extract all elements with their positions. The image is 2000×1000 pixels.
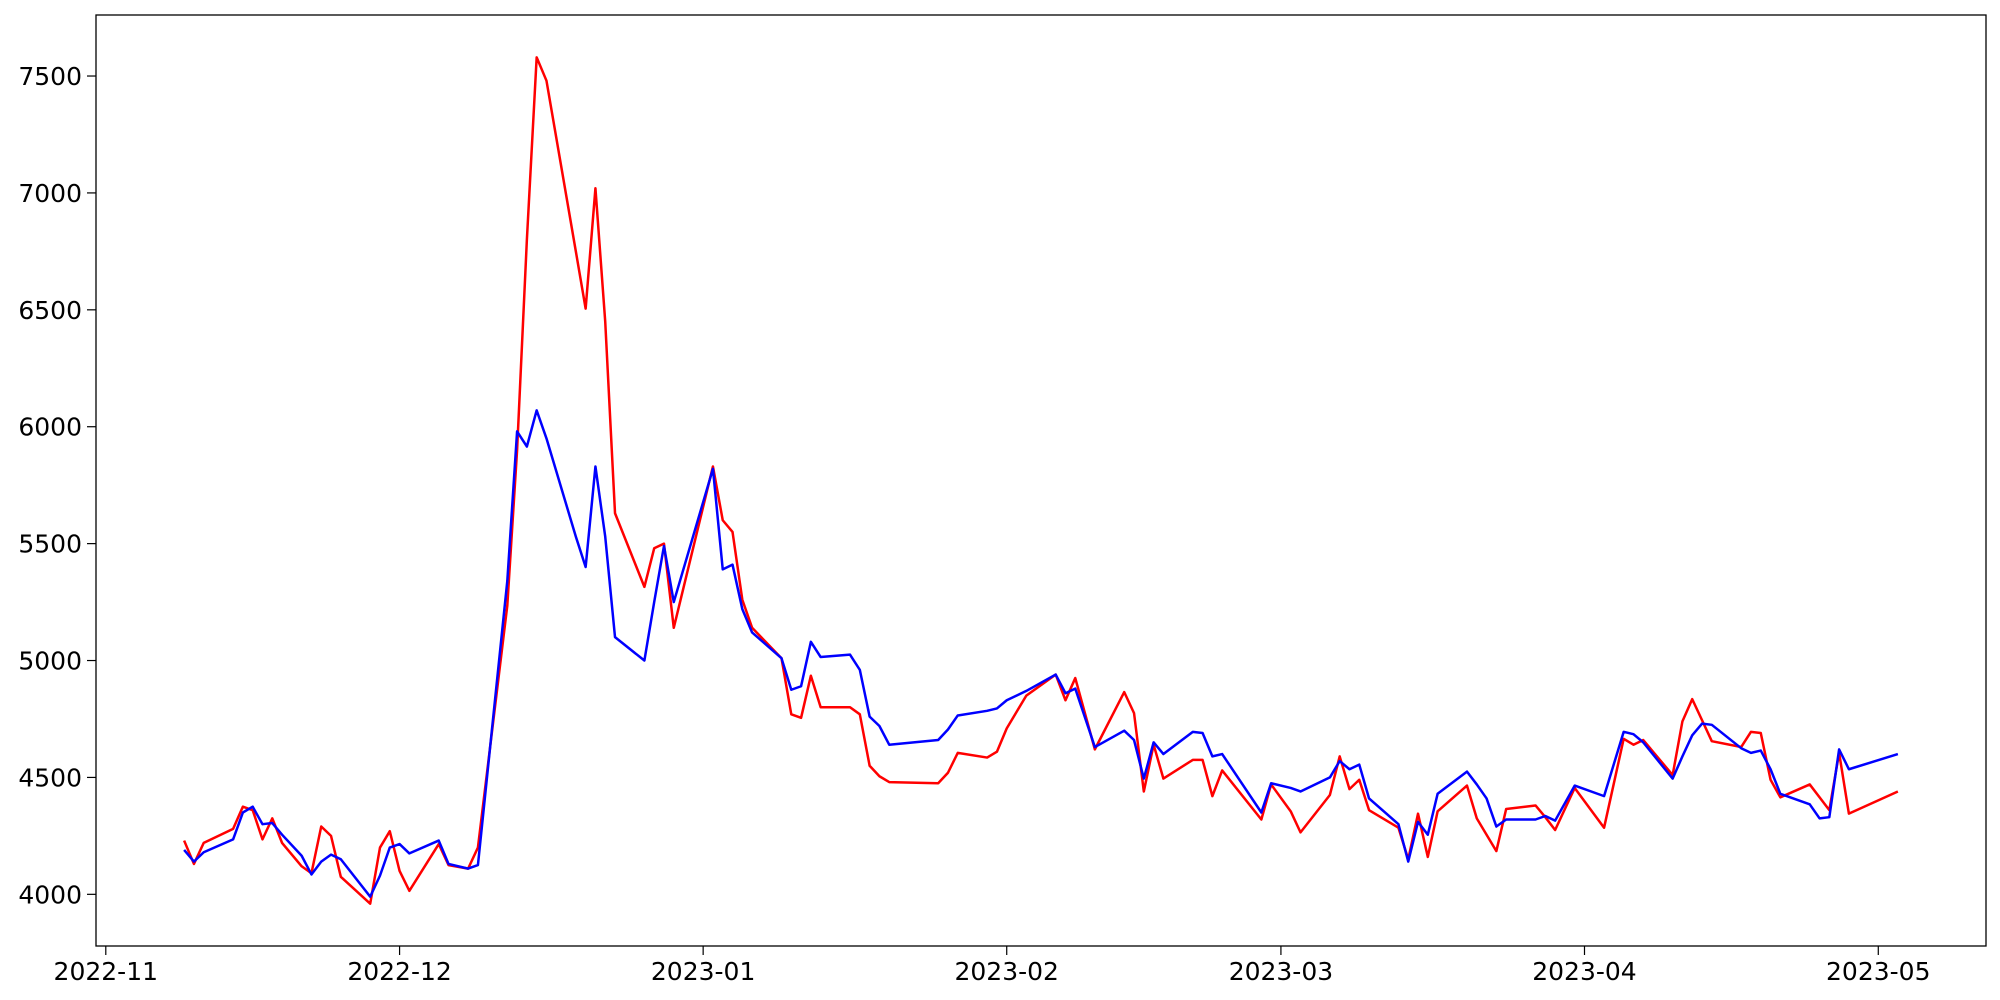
y-tick-label: 4500: [18, 763, 82, 792]
x-tick-label: 2022-11: [54, 957, 158, 986]
y-tick-label: 5000: [18, 647, 82, 676]
plot-frame: [95, 14, 1987, 947]
x-tick-label: 2023-03: [1229, 957, 1333, 986]
y-tick-label: 6500: [18, 296, 82, 325]
line-series: [183, 409, 1899, 898]
line-series: [182, 56, 1899, 905]
x-tick-label: 2022-12: [347, 957, 451, 986]
x-tick-label: 2023-05: [1826, 957, 1930, 986]
y-tick-label: 7000: [18, 179, 82, 208]
x-tick-label: 2023-04: [1532, 957, 1636, 986]
y-tick-label: 7500: [18, 62, 82, 91]
x-tick-label: 2023-01: [651, 957, 755, 986]
y-tick-label: 6000: [18, 413, 82, 442]
x-tick-label: 2023-02: [954, 957, 1058, 986]
y-tick-label: 5500: [18, 530, 82, 559]
y-tick-label: 4000: [18, 880, 82, 909]
